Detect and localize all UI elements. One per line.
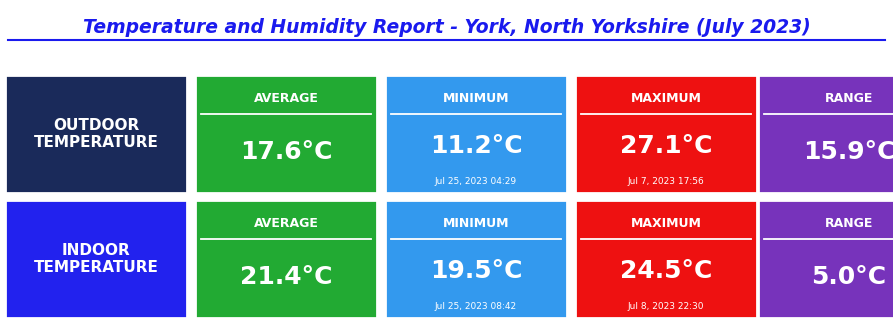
Text: Jul 7, 2023 17:56: Jul 7, 2023 17:56 bbox=[628, 177, 705, 186]
Text: 11.2°C: 11.2°C bbox=[430, 134, 522, 158]
Text: 24.5°C: 24.5°C bbox=[620, 259, 713, 283]
Bar bbox=[758, 75, 893, 193]
Text: AVERAGE: AVERAGE bbox=[254, 92, 319, 105]
Text: 19.5°C: 19.5°C bbox=[430, 259, 522, 283]
Bar bbox=[5, 75, 187, 193]
Bar bbox=[195, 200, 377, 318]
Text: INDOOR
TEMPERATURE: INDOOR TEMPERATURE bbox=[34, 243, 158, 275]
Bar bbox=[385, 200, 567, 318]
Bar bbox=[385, 75, 567, 193]
Text: Jul 25, 2023 08:42: Jul 25, 2023 08:42 bbox=[435, 302, 517, 311]
Text: Jul 8, 2023 22:30: Jul 8, 2023 22:30 bbox=[628, 302, 705, 311]
Bar bbox=[758, 200, 893, 318]
Text: RANGE: RANGE bbox=[825, 92, 873, 105]
Text: 17.6°C: 17.6°C bbox=[239, 140, 332, 164]
Text: Jul 25, 2023 04:29: Jul 25, 2023 04:29 bbox=[435, 177, 517, 186]
Text: 27.1°C: 27.1°C bbox=[620, 134, 713, 158]
Text: MINIMUM: MINIMUM bbox=[443, 217, 509, 230]
Text: MAXIMUM: MAXIMUM bbox=[630, 217, 701, 230]
Bar bbox=[575, 200, 757, 318]
Text: RANGE: RANGE bbox=[825, 217, 873, 230]
Text: OUTDOOR
TEMPERATURE: OUTDOOR TEMPERATURE bbox=[34, 118, 158, 150]
Bar bbox=[575, 75, 757, 193]
Text: MINIMUM: MINIMUM bbox=[443, 92, 509, 105]
Text: 5.0°C: 5.0°C bbox=[812, 265, 887, 289]
Text: AVERAGE: AVERAGE bbox=[254, 217, 319, 230]
Text: MAXIMUM: MAXIMUM bbox=[630, 92, 701, 105]
Bar bbox=[5, 200, 187, 318]
Bar bbox=[195, 75, 377, 193]
Text: 21.4°C: 21.4°C bbox=[239, 265, 332, 289]
Text: Temperature and Humidity Report - York, North Yorkshire (July 2023): Temperature and Humidity Report - York, … bbox=[83, 18, 810, 37]
Text: 15.9°C: 15.9°C bbox=[803, 140, 893, 164]
